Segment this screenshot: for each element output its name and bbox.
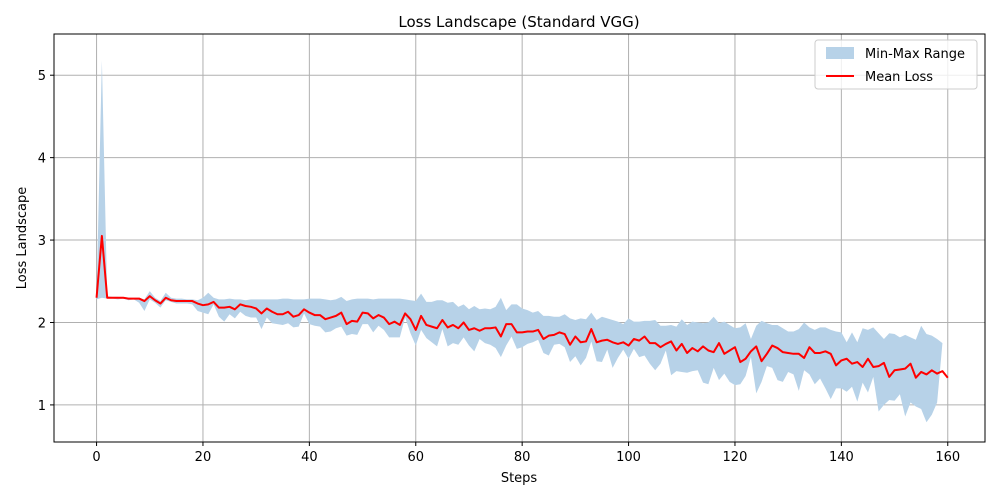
x-tick-label: 20 xyxy=(195,450,212,465)
y-axis-title: Loss Landscape xyxy=(15,187,30,289)
mean-loss-line xyxy=(95,234,949,379)
y-tick-label: 4 xyxy=(38,152,46,167)
plot-area-frame xyxy=(53,33,986,443)
x-axis-title: Steps xyxy=(501,471,538,486)
legend-band-swatch xyxy=(826,47,854,59)
min-max-range-band xyxy=(96,60,943,423)
legend-box xyxy=(814,39,978,90)
x-tick-label: 140 xyxy=(829,450,854,465)
legend: Min-Max Range Mean Loss xyxy=(814,39,978,90)
x-tick-label: 0 xyxy=(92,450,100,465)
y-tick-label: 2 xyxy=(38,316,46,331)
x-tick-label: 160 xyxy=(935,450,960,465)
x-axis-ticks: 0 20 40 60 80 100 120 140 160 xyxy=(92,442,960,465)
x-tick-label: 40 xyxy=(301,450,318,465)
legend-label-min-max-range: Min-Max Range xyxy=(865,47,965,62)
y-tick-label: 3 xyxy=(38,234,46,249)
y-tick-label: 1 xyxy=(38,399,46,414)
y-axis-ticks: 1 2 3 4 5 xyxy=(38,69,54,414)
mean-loss-line-layer xyxy=(95,234,949,379)
legend-label-mean-loss: Mean Loss xyxy=(865,70,933,85)
x-tick-label: 100 xyxy=(616,450,641,465)
y-tick-label: 5 xyxy=(38,69,46,84)
x-tick-label: 120 xyxy=(723,450,748,465)
x-tick-label: 80 xyxy=(514,450,531,465)
min-max-band-layer xyxy=(96,60,943,423)
x-tick-label: 60 xyxy=(407,450,424,465)
chart-title: Loss Landscape (Standard VGG) xyxy=(398,13,639,31)
